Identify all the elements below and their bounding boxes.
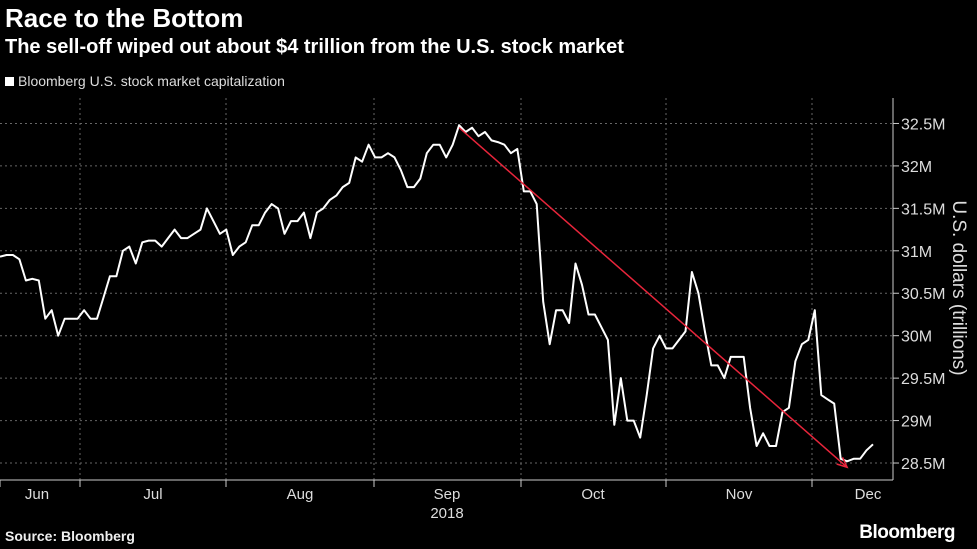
y-tick-label: 31.5M <box>901 201 945 218</box>
y-axis: 28.5M 29M 29.5M 30M 30.5M 31M 31.5M 32M 32.5M <box>892 98 945 480</box>
source-note: Source: Bloomberg <box>5 528 135 544</box>
trend-arrow-head <box>836 456 849 469</box>
y-tick-label: 32.5M <box>901 116 945 133</box>
x-tick-label: Jul <box>143 486 162 503</box>
brand-logo: Bloomberg <box>859 522 955 543</box>
x-tick-label: Sep <box>434 486 461 503</box>
x-year-label: 2018 <box>430 505 463 522</box>
y-tick-label: 30M <box>901 329 932 346</box>
y-tick-label: 31M <box>901 244 932 261</box>
x-tick-label: Dec <box>855 486 882 503</box>
y-tick-label: 28.5M <box>901 456 945 473</box>
legend-label: Bloomberg U.S. stock market capitalizati… <box>18 73 285 89</box>
x-tick-label: Nov <box>726 486 753 503</box>
series-layer <box>0 124 874 463</box>
legend: Bloomberg U.S. stock market capitalizati… <box>5 73 285 89</box>
y-tick-label: 32M <box>901 159 932 176</box>
trend-arrow-line <box>458 127 848 468</box>
x-tick-label: Aug <box>287 486 314 503</box>
x-tick-label: Oct <box>581 486 605 503</box>
x-tick-label: Jun <box>25 486 49 503</box>
y-tick-label: 29.5M <box>901 371 945 388</box>
chart-title: Race to the Bottom <box>5 3 244 33</box>
x-axis: Jun Jul Aug Sep Oct Nov Dec 2018 <box>0 479 893 522</box>
legend-swatch <box>5 76 14 86</box>
chart-subtitle: The sell-off wiped out about $4 trillion… <box>5 36 624 58</box>
y-tick-label: 30.5M <box>901 286 945 303</box>
y-tick-label: 29M <box>901 414 932 431</box>
grid-lines <box>0 98 893 480</box>
series-line-market-cap <box>0 124 874 463</box>
y-axis-label: U.S. dollars (trillions) <box>948 200 969 376</box>
annotation-layer <box>458 127 849 469</box>
